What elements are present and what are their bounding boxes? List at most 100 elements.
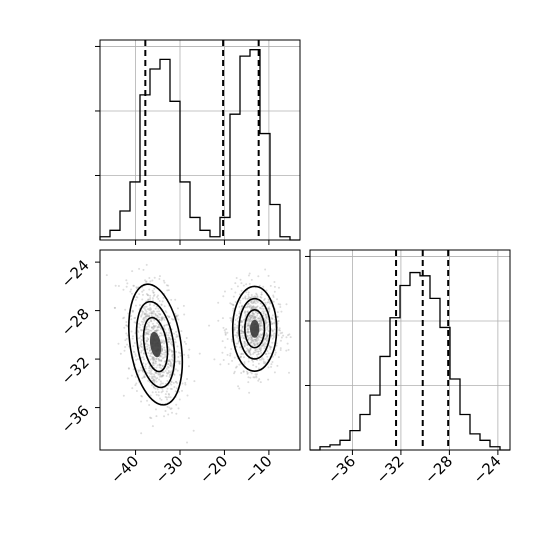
scatter-point xyxy=(266,350,269,353)
scatter-point xyxy=(250,341,253,344)
scatter-point xyxy=(193,380,196,383)
scatter-point xyxy=(159,313,162,316)
scatter-point xyxy=(279,305,282,308)
scatter-point xyxy=(149,294,152,297)
scatter-point xyxy=(226,331,229,334)
scatter-point xyxy=(186,441,189,444)
scatter-point xyxy=(169,364,172,367)
scatter-point xyxy=(143,305,146,308)
scatter-point xyxy=(169,362,172,365)
scatter-point xyxy=(148,308,151,311)
scatter-point xyxy=(230,347,233,350)
scatter-point xyxy=(269,284,272,287)
scatter-point xyxy=(142,362,145,365)
scatter-point xyxy=(258,319,261,322)
scatter-point xyxy=(252,313,255,316)
scatter-point xyxy=(257,317,260,320)
scatter-point xyxy=(151,357,154,360)
scatter-point xyxy=(123,316,126,319)
scatter-point xyxy=(169,407,172,410)
scatter-point xyxy=(266,334,269,337)
scatter-point xyxy=(238,293,241,296)
scatter-point xyxy=(140,400,143,403)
scatter-point xyxy=(263,347,266,350)
scatter-point xyxy=(159,374,162,377)
scatter-point xyxy=(260,358,263,361)
scatter-point xyxy=(152,328,155,331)
scatter-point xyxy=(246,328,249,331)
scatter-point xyxy=(155,366,158,369)
scatter-point xyxy=(265,321,268,324)
scatter-point xyxy=(172,381,175,384)
scatter-point xyxy=(248,349,251,352)
scatter-point xyxy=(153,319,156,322)
scatter-point xyxy=(254,316,257,319)
scatter-point xyxy=(261,333,264,336)
scatter-point xyxy=(246,318,249,321)
scatter-point xyxy=(154,387,157,390)
scatter-point xyxy=(257,338,260,341)
scatter-point xyxy=(169,360,172,363)
scatter-point xyxy=(262,308,265,311)
scatter-point xyxy=(248,350,251,353)
scatter-point xyxy=(175,403,178,406)
scatter-point xyxy=(261,304,264,307)
scatter-point xyxy=(226,337,229,340)
scatter-point xyxy=(239,329,242,332)
scatter-point xyxy=(247,320,250,323)
scatter-ytick-label: −24 xyxy=(58,256,93,291)
scatter-point xyxy=(248,305,251,308)
scatter-point xyxy=(154,372,157,375)
scatter-point xyxy=(249,296,252,299)
scatter-point xyxy=(186,378,189,381)
scatter-point xyxy=(261,332,264,335)
scatter-point xyxy=(250,372,253,375)
scatter-point xyxy=(141,310,144,313)
scatter-point xyxy=(156,314,159,317)
scatter-point xyxy=(167,327,170,330)
scatter-point xyxy=(146,348,149,351)
scatter-point xyxy=(143,307,146,310)
scatter-point xyxy=(261,357,264,360)
scatter-point xyxy=(154,324,157,327)
scatter-point xyxy=(174,390,177,393)
scatter-point xyxy=(141,377,144,380)
scatter-point xyxy=(258,341,261,344)
scatter-point xyxy=(263,338,266,341)
scatter-point xyxy=(161,387,164,390)
scatter-point xyxy=(239,332,242,335)
scatter-point xyxy=(244,306,247,309)
scatter-point xyxy=(279,303,282,306)
scatter-point xyxy=(265,343,268,346)
scatter-point xyxy=(157,312,160,315)
scatter-point xyxy=(264,321,267,324)
scatter-point xyxy=(130,374,133,377)
scatter-point xyxy=(217,301,220,304)
scatter-point xyxy=(168,358,171,361)
scatter-point xyxy=(252,342,255,345)
scatter-point xyxy=(257,342,260,345)
scatter-point xyxy=(230,319,233,322)
scatter-point xyxy=(158,310,161,313)
scatter-point xyxy=(279,347,282,350)
scatter-point xyxy=(152,324,155,327)
scatter-point xyxy=(178,361,181,364)
scatter-point xyxy=(247,328,250,331)
scatter-point xyxy=(267,274,270,277)
scatter-point xyxy=(262,342,265,345)
scatter-point xyxy=(252,317,255,320)
scatter-point xyxy=(167,413,170,416)
scatter-point xyxy=(134,384,137,387)
scatter-point xyxy=(272,300,275,303)
scatter-point xyxy=(145,293,148,296)
scatter-point xyxy=(264,313,267,316)
scatter-point xyxy=(262,312,265,315)
scatter-point xyxy=(249,304,252,307)
scatter-point xyxy=(257,350,260,353)
scatter-point xyxy=(167,284,170,287)
scatter-point xyxy=(169,361,172,364)
scatter-point xyxy=(117,342,120,345)
scatter-point xyxy=(166,365,169,368)
scatter-point xyxy=(232,295,235,298)
scatter-point xyxy=(264,268,267,271)
